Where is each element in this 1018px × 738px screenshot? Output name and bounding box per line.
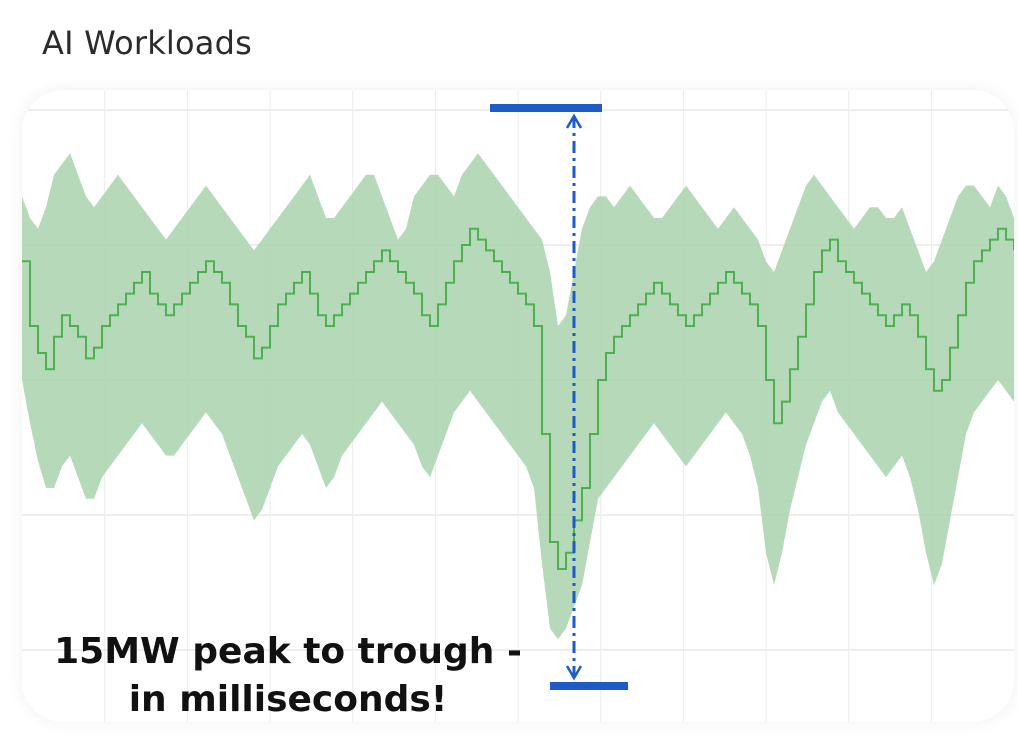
range-band-area (22, 153, 1014, 640)
arrow-down-icon (565, 665, 583, 681)
callout-line-1: 15MW peak to trough - (54, 631, 522, 672)
chart-card (22, 90, 1014, 722)
arrow-up-icon (565, 113, 583, 129)
power-series-line (22, 227, 1014, 570)
callout-line-2: in milliseconds! (128, 679, 448, 720)
chart-title: AI Workloads (42, 24, 252, 62)
peak-to-trough-marker (490, 104, 628, 690)
power-line-path (22, 227, 1014, 570)
power-range-band (22, 153, 1014, 640)
peak-to-trough-callout: 15MW peak to trough - in milliseconds! (48, 628, 528, 724)
power-chart (22, 90, 1014, 722)
